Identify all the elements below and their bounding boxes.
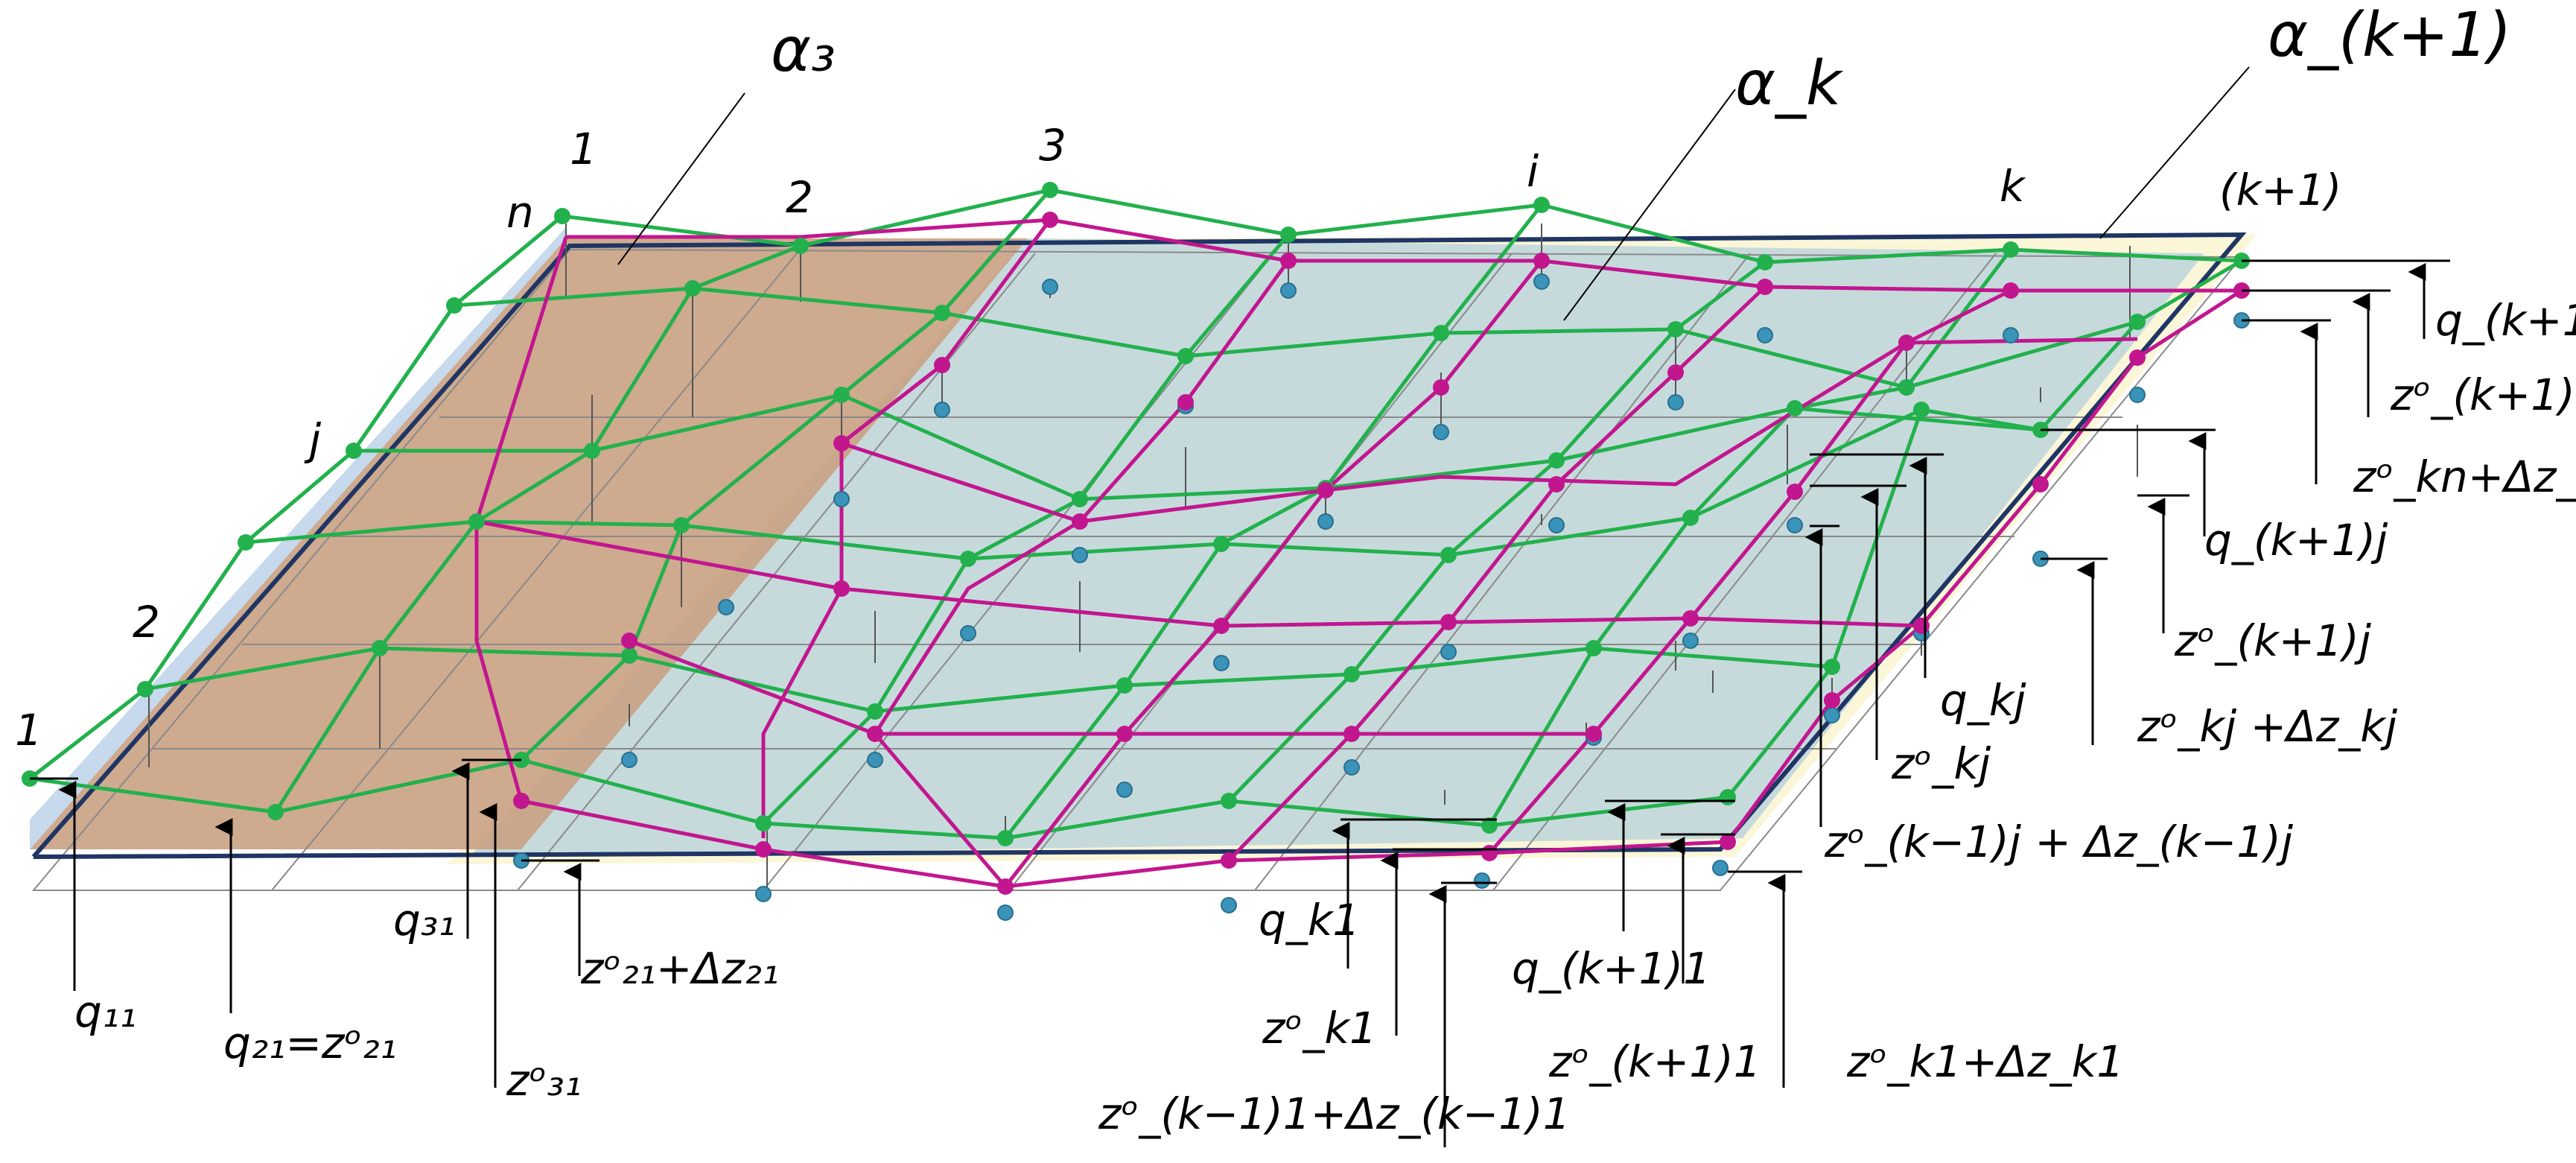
column-label-1: 1 <box>570 124 597 174</box>
row-label-1: 1 <box>15 705 42 755</box>
label-zo-k1: zᵒ_k1 <box>1262 1003 1377 1053</box>
row-label-n: n <box>506 187 534 238</box>
column-label-2: 2 <box>786 172 813 223</box>
label-zo-k1-1: zᵒ_(k+1)1 <box>1548 1036 1761 1087</box>
label-zo-k1-dz-k1: zᵒ_k1+Δz_k1 <box>1846 1036 2124 1087</box>
plane-label-alpha3: α₃ <box>771 15 836 86</box>
label-q-k1-1: q_(k+1)1 <box>1512 943 1711 994</box>
base-points <box>513 273 2250 921</box>
label-zo-k-1-j-dz: zᵒ_(k−1)j + Δz_(k−1)j <box>1824 817 2294 867</box>
label-qkj: q_kj <box>1940 675 2026 726</box>
column-label-k: k <box>2000 161 2026 212</box>
label-zo-k1-n: zᵒ_(k+1)n <box>2390 370 2576 420</box>
plane-alpha-3 <box>30 238 1028 849</box>
row-label-j: j <box>304 414 322 465</box>
label-q11: q₁₁ <box>74 986 136 1037</box>
label-zo-k1-j: zᵒ_(k+1)j <box>2174 615 2372 666</box>
label-zo21-dz21: zᵒ₂₁+Δz₂₁ <box>580 943 779 994</box>
column-label-3: 3 <box>1039 120 1066 171</box>
label-zo-kj: zᵒ_kj <box>1891 738 1991 789</box>
green-surface <box>28 188 2243 840</box>
label-qk1: q_k1 <box>1259 895 1360 945</box>
label-zo-k-1-1-dz: zᵒ_(k−1)1+Δz_(k−1)1 <box>1098 1088 1571 1139</box>
label-zo-kj-dz-kj: zᵒ_kj +Δz_kj <box>2137 701 2398 752</box>
row-label-2: 2 <box>133 597 160 647</box>
plane-label-alphak: α_k <box>1735 48 1844 119</box>
base-grid <box>31 248 2244 891</box>
label-zo31: zᵒ₃₁ <box>506 1055 582 1106</box>
plane-label-alpha-k1: α_(k+1) <box>2268 0 2511 71</box>
label-q21-zo21: q₂₁=zᵒ₂₁ <box>223 1018 397 1068</box>
label-q-k1-n: q_(k+1)n <box>2435 295 2576 346</box>
label-q-k1-j: q_(k+1)j <box>2204 515 2388 565</box>
plane-alpha-k <box>469 238 2204 857</box>
column-label-i: i <box>1527 146 1539 197</box>
label-zo-kn-dz-kn: zᵒ_kn+Δz_kn <box>2353 451 2576 502</box>
label-q31: q₃₁ <box>393 895 455 945</box>
column-label-k-plus-1: (k+1) <box>2219 165 2341 215</box>
plane-label-leaders <box>617 66 2250 321</box>
value-leaders <box>30 259 2450 1147</box>
